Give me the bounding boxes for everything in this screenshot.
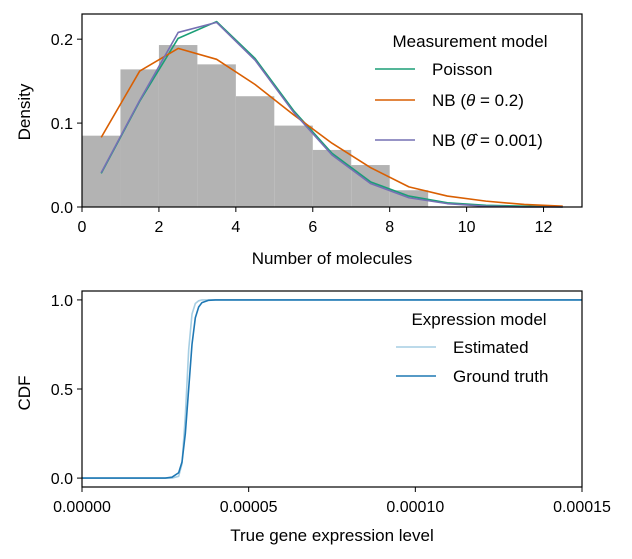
plot-frame	[81, 13, 583, 208]
histogram-bar	[197, 64, 236, 207]
x-tick-label: 2	[154, 219, 163, 236]
x-tick-label: 0.00015	[553, 499, 611, 516]
y-tick-label: 0.0	[51, 200, 73, 217]
histogram-bar	[120, 69, 159, 208]
x-tick-label: 4	[231, 219, 240, 236]
y-tick-label: 0.0	[51, 471, 73, 488]
x-tick-label: 0.00000	[53, 499, 111, 516]
legend-label-poisson: Poisson	[432, 60, 492, 79]
y-ticks: 0.0 0.1 0.2	[51, 32, 82, 217]
series-line-2	[100, 21, 563, 208]
legend: Measurement model Poisson NB (θ = 0.2) N…	[375, 32, 547, 150]
series-line-0	[100, 20, 563, 208]
x-tick-label: 6	[308, 219, 317, 236]
x-tick-label: 0.00005	[220, 499, 278, 516]
cdf-line-1	[82, 299, 582, 479]
histogram-panel: 0 2 4 6 8 10 12 0.00.10.2 Number of molecules …	[15, 13, 583, 268]
x-tick-label: 0	[78, 219, 87, 236]
cdf-line-0	[82, 299, 582, 479]
x-tick-label: 0.00010	[386, 499, 444, 516]
x-axis-label: Number of molecules	[252, 249, 413, 268]
x-tick-label: 8	[385, 219, 394, 236]
series-line-1	[100, 47, 563, 207]
y-ticks: 0.0 0.5 1.0	[51, 293, 82, 488]
x-tick-label: 12	[535, 219, 553, 236]
model-lines	[100, 20, 563, 208]
x-ticks: 0.00000 0.00005 0.00010 0.00015	[53, 487, 611, 516]
legend-label-nb-theta-hat: NB (θ̂ = 0.001)	[432, 131, 543, 150]
histogram-bar	[158, 45, 198, 208]
legend-label-ground-truth: Ground truth	[453, 367, 548, 386]
cdf-lines	[82, 299, 582, 479]
legend-label-estimated: Estimated	[453, 338, 529, 357]
x-ticks: 0 2 4 6 8 10 12	[78, 207, 553, 236]
legend: Expression model Estimated Ground truth	[396, 310, 548, 386]
y-axis-label: Density	[15, 83, 34, 140]
histogram-bars	[82, 45, 429, 208]
y-tick-label: 0.1	[51, 116, 73, 133]
histogram-bar	[312, 149, 352, 207]
legend-title: Expression model	[411, 310, 546, 329]
x-axis-label: True gene expression level	[230, 526, 434, 545]
histogram-bar	[235, 96, 275, 207]
histogram-bar	[274, 125, 313, 207]
y-tick-label: 0.2	[51, 32, 73, 49]
x-tick-label: 10	[458, 219, 476, 236]
legend-label-nb-theta: NB (θ = 0.2)	[432, 91, 524, 110]
cdf-panel: 0.00000 0.00005 0.00010 0.00015 0.0 0.5 1.0 T…	[15, 290, 611, 545]
legend-title: Measurement model	[393, 32, 548, 51]
y-tick-label: 0.5	[51, 382, 73, 399]
y-tick-label: 1.0	[51, 293, 73, 310]
y-axis-label: CDF	[15, 376, 34, 411]
